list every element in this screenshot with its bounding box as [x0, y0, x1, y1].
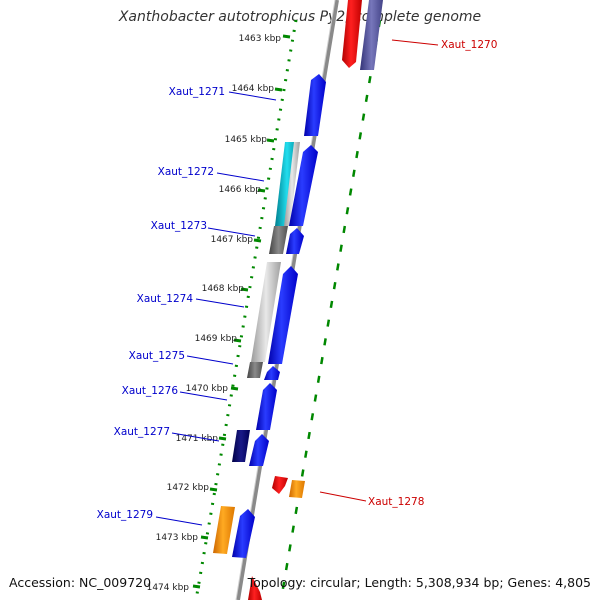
gene-Xaut_1273-region[interactable]: [269, 226, 288, 254]
gene-label-Xaut_1273[interactable]: Xaut_1273: [151, 220, 207, 232]
leader-line-Xaut_1270: [391, 39, 439, 46]
leader-line-Xaut_1274: [195, 298, 245, 308]
gene-label-Xaut_1277[interactable]: Xaut_1277: [114, 426, 170, 438]
gene-label-Xaut_1271[interactable]: Xaut_1271: [169, 86, 225, 98]
gene-Xaut_1277-cds[interactable]: [249, 434, 269, 466]
leader-line-Xaut_1275: [186, 355, 234, 365]
tick-label: 1471 kbp: [176, 434, 219, 444]
leader-line-Xaut_1273: [207, 227, 256, 237]
gene-Xaut_1278-cds[interactable]: [272, 476, 288, 494]
gene-Xaut_1276-cds[interactable]: [256, 383, 277, 430]
gene-label-Xaut_1278[interactable]: Xaut_1278: [368, 496, 424, 508]
gene-Xaut_1273-cds[interactable]: [286, 228, 304, 254]
gene-Xaut_1275-region[interactable]: [247, 362, 263, 378]
tick-label: 1474 kbp: [147, 583, 190, 593]
tick-label: 1465 kbp: [225, 135, 268, 145]
tick-label: 1467 kbp: [211, 235, 254, 245]
tick-label: 1473 kbp: [156, 533, 199, 543]
leader-line-Xaut_1271: [228, 91, 277, 101]
gene-label-Xaut_1276[interactable]: Xaut_1276: [122, 385, 179, 397]
gene-Xaut_1272-cds[interactable]: [289, 145, 318, 226]
leader-line-Xaut_1278: [319, 491, 367, 502]
gene-label-Xaut_1275[interactable]: Xaut_1275: [129, 350, 185, 362]
gene-label-Xaut_1279[interactable]: Xaut_1279: [97, 509, 153, 521]
left-dotted-ring: [194, 19, 298, 600]
tick-marks: [192, 34, 291, 589]
tick-label: 1468 kbp: [202, 284, 245, 294]
gene-label-Xaut_1274[interactable]: Xaut_1274: [137, 293, 194, 305]
tick-label: 1472 kbp: [167, 483, 210, 493]
tick-label: 1469 kbp: [195, 334, 238, 344]
gene-Xaut_1271-cds[interactable]: [304, 74, 326, 136]
gene-Xaut_1270-cds[interactable]: [342, 0, 362, 68]
gene-label-Xaut_1272[interactable]: Xaut_1272: [158, 166, 214, 178]
tick-label: 1463 kbp: [239, 34, 282, 44]
map-title: Xanthobacter autotrophicus Py2, complete…: [118, 9, 482, 25]
leader-line-Xaut_1279: [155, 516, 203, 526]
gene-Xaut_1272-grey[interactable]: [284, 142, 300, 226]
gene-Xaut_1279-cds[interactable]: [232, 509, 255, 558]
leader-line-Xaut_1276: [179, 391, 228, 401]
tick-label: 1464 kbp: [232, 84, 275, 94]
gene-bottom-cds[interactable]: [248, 576, 262, 600]
gene-Xaut_1274-cds[interactable]: [268, 266, 298, 364]
gene-label-Xaut_1270[interactable]: Xaut_1270: [441, 39, 497, 51]
gene-Xaut_1277-region[interactable]: [232, 430, 250, 462]
leader-line-Xaut_1272: [216, 172, 265, 182]
gene-Xaut_1274-region[interactable]: [251, 262, 281, 362]
tick-label: 1466 kbp: [219, 185, 262, 195]
gene-Xaut_1270-region[interactable]: [360, 0, 383, 70]
accession-text: Accession: NC_009720: [9, 575, 152, 590]
leader-line-Xaut_1277: [171, 432, 220, 442]
right-dashed-ring: [279, 19, 382, 600]
genome-summary-text: Topology: circular; Length: 5,308,934 bp…: [247, 575, 591, 590]
gene-Xaut_1275-cds[interactable]: [264, 366, 280, 380]
gene-Xaut_1279-feature[interactable]: [213, 506, 235, 554]
gene-Xaut_1278-feature[interactable]: [289, 480, 305, 498]
tick-label: 1470 kbp: [186, 384, 229, 394]
